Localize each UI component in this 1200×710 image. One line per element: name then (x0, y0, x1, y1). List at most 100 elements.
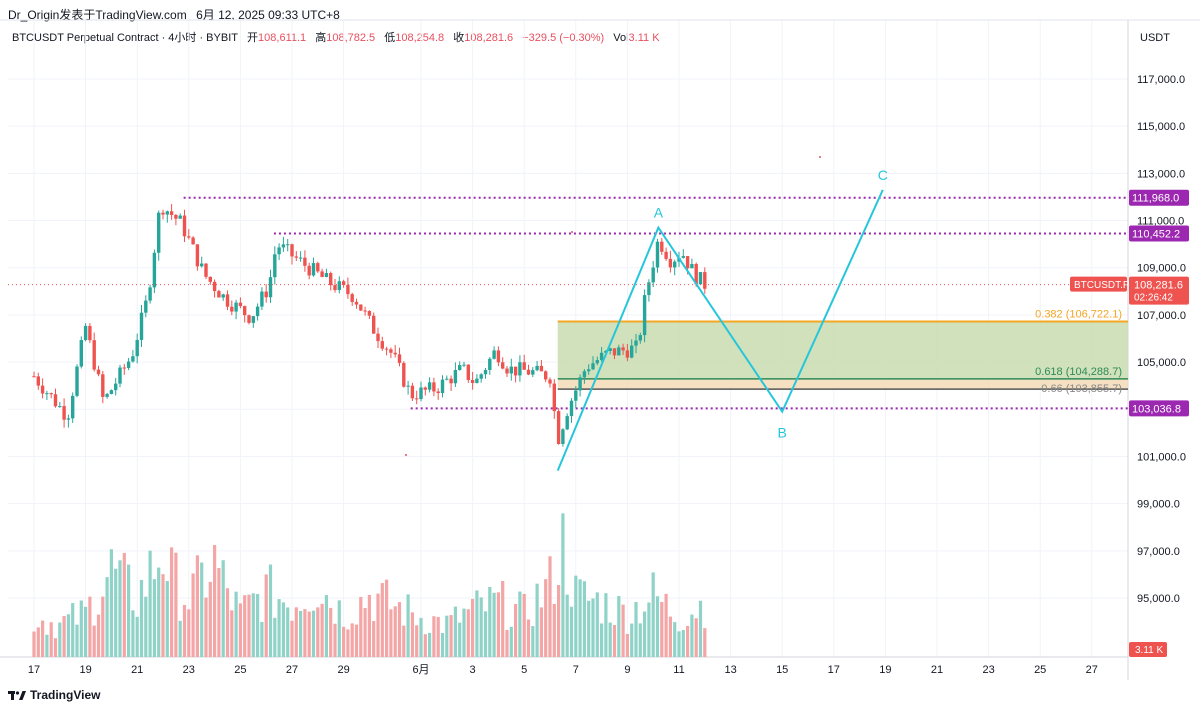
volume-bar (71, 603, 75, 657)
symbol-title[interactable]: BTCUSDT Perpetual Contract · 4小时 · BYBIT (12, 32, 238, 44)
volume-bar (651, 572, 655, 657)
candle-body (608, 348, 612, 351)
volume-bar (561, 513, 565, 657)
x-tick-label: 25 (234, 664, 246, 676)
candle-body (268, 277, 273, 298)
volume-bar (406, 594, 410, 657)
y-tick-label: 111,000.0 (1137, 216, 1184, 228)
volume-bar (165, 581, 169, 657)
candle-body (509, 366, 513, 374)
fib-label-0618: 0.618 (104,288.7) (1035, 366, 1122, 378)
volume-bar (363, 608, 367, 657)
x-tick-label: 13 (724, 664, 736, 676)
volume-bar (182, 604, 187, 657)
tradingview-footer: TradingView (8, 688, 100, 702)
candle-body (66, 418, 71, 420)
volume-bar (281, 602, 285, 657)
candle-body (591, 363, 595, 370)
candle-body (397, 354, 402, 363)
volume-bar (36, 627, 40, 657)
volume-bar (329, 607, 333, 657)
candle-body (290, 244, 294, 257)
volume-value: 3.11 K (628, 32, 660, 44)
candle-body (88, 325, 92, 341)
volume-bar (178, 620, 182, 657)
volume-bar (234, 591, 238, 657)
candle-body (660, 241, 664, 252)
brand-label: TradingView (30, 688, 101, 702)
candle-body (479, 374, 483, 379)
volume-tag (1129, 642, 1167, 657)
x-tick-label: 27 (286, 664, 298, 676)
volume-bar (238, 603, 242, 657)
volume-bar (385, 579, 389, 657)
volume-bar (419, 617, 423, 657)
x-tick-label: 27 (1086, 664, 1098, 676)
x-tick-label: 25 (1034, 664, 1046, 676)
volume-bar (294, 607, 298, 657)
volume-bar (307, 611, 311, 657)
y-tick-label: 95,000.0 (1137, 593, 1180, 605)
candle-body (71, 395, 75, 419)
candle-body (238, 302, 243, 307)
volume-bar (62, 616, 66, 657)
volume-bar (127, 564, 131, 657)
level-price-label: 110,452.2 (1132, 228, 1180, 240)
volume-bar (342, 626, 346, 657)
candle-body (432, 382, 436, 392)
volume-bar (92, 625, 96, 657)
candle-body (79, 340, 83, 367)
volume-bar (514, 603, 518, 657)
volume-bar (247, 594, 251, 657)
candle-body (410, 385, 415, 399)
volume-bar (436, 616, 440, 657)
candle-body (350, 294, 354, 302)
volume-bar (569, 606, 574, 657)
candle-body (122, 367, 126, 369)
candle-body (217, 291, 221, 298)
volume-bar (440, 632, 445, 657)
level-price-label: 103,036.8 (1132, 403, 1181, 415)
candle-body (513, 366, 518, 376)
candle-body (561, 429, 565, 444)
volume-bar (380, 583, 384, 657)
candle-body (96, 369, 101, 375)
volume-bar (251, 593, 255, 657)
volume-bar (686, 625, 690, 657)
level-price-tag (1129, 189, 1189, 206)
volume-bar (630, 623, 634, 657)
candle-body (380, 341, 384, 349)
volume-bar (668, 616, 672, 657)
candle-body (92, 340, 96, 370)
low-label: 低 (384, 32, 396, 44)
candle-body (204, 263, 208, 277)
candle-body (251, 316, 255, 323)
candle-body (311, 263, 316, 276)
candle-body (83, 325, 88, 341)
volume-bar (148, 550, 152, 657)
candle-body (286, 244, 290, 246)
candle-body (152, 252, 157, 288)
candle-body (294, 256, 298, 258)
volume-bar (299, 610, 303, 657)
candle-body (337, 281, 341, 291)
volume-bar (260, 621, 264, 657)
volume-bar (681, 630, 685, 657)
abc-pattern-line[interactable] (556, 189, 884, 472)
candle-body (367, 311, 372, 316)
volume-bar (466, 609, 470, 657)
volume-bar (105, 577, 109, 657)
volume-bar (79, 600, 83, 657)
volume-bar (432, 616, 436, 657)
volume-bar (462, 608, 466, 657)
candle-body (161, 212, 165, 215)
candle-body (178, 215, 182, 219)
x-tick-label: 21 (931, 664, 943, 676)
candle-body (40, 385, 45, 394)
candle-body (548, 379, 552, 384)
candle-body (384, 348, 389, 350)
candle-body (320, 271, 324, 278)
volume-bar (397, 602, 402, 657)
x-tick-label: 9 (624, 664, 630, 676)
